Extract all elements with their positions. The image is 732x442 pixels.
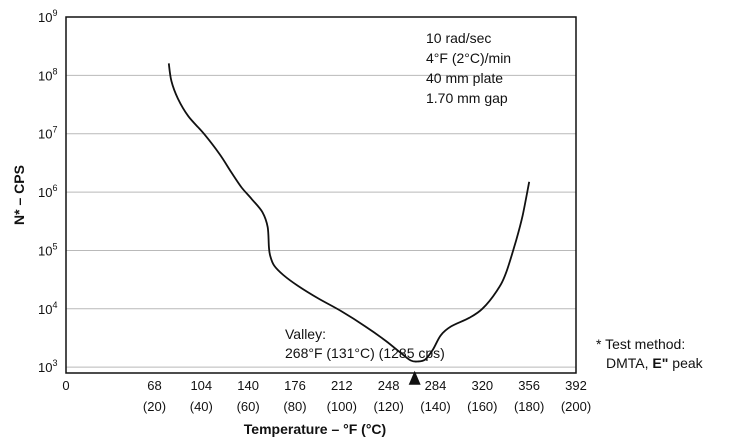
x-tick-f-356: 356: [518, 378, 540, 393]
x-tick-f-0: 0: [62, 378, 69, 393]
x-tick-c-284: (140): [420, 399, 450, 414]
x-axis-title: Temperature – °F (°C): [244, 421, 386, 437]
y-tick-1e6: 106: [38, 183, 57, 200]
x-tick-c-104: (40): [190, 399, 213, 414]
footnote-method: DMTA,: [606, 355, 652, 371]
x-tick-f-212: 212: [331, 378, 353, 393]
condition-plate: 40 mm plate: [426, 70, 503, 86]
y-tick-labels: 103 104 105 106 107 108 109: [38, 8, 57, 375]
x-tick-c-248: (120): [373, 399, 403, 414]
x-tick-c-176: (80): [283, 399, 306, 414]
footnote-e-double-prime: E": [652, 355, 668, 371]
y-axis-title: N* – CPS: [11, 165, 27, 225]
x-tick-f-140: 140: [237, 378, 259, 393]
condition-rate: 10 rad/sec: [426, 30, 491, 46]
x-tick-c-392: (200): [561, 399, 591, 414]
x-tick-f-68: 68: [147, 378, 161, 393]
x-tick-c-140: (60): [237, 399, 260, 414]
y-tick-1e7: 107: [38, 125, 57, 142]
plot-frame: [65, 16, 577, 374]
x-tick-c-356: (180): [514, 399, 544, 414]
y-tick-1e3: 103: [38, 358, 57, 375]
x-tick-c-320: (160): [467, 399, 497, 414]
x-tick-f-392: 392: [565, 378, 587, 393]
footnote-line1: * Test method:: [596, 336, 685, 352]
x-tick-f-176: 176: [284, 378, 306, 393]
condition-ramp: 4°F (2°C)/min: [426, 50, 511, 66]
x-tick-f-284: 284: [425, 378, 447, 393]
x-tick-c-212: (100): [327, 399, 357, 414]
x-tick-f-320: 320: [471, 378, 493, 393]
x-tick-c-68: (20): [143, 399, 166, 414]
y-tick-1e5: 105: [38, 241, 57, 258]
y-tick-1e8: 108: [38, 66, 57, 83]
valley-detail: 268°F (131°C) (1285 cps): [285, 345, 445, 361]
footnote-peak: peak: [668, 355, 703, 371]
viscosity-curve: [167, 63, 531, 363]
footnote-line2: DMTA, E" peak: [606, 355, 704, 371]
x-tick-f-248: 248: [378, 378, 400, 393]
valley-marker-triangle: [408, 370, 421, 385]
valley-label: Valley:: [285, 326, 326, 342]
y-tick-1e9: 109: [38, 8, 57, 25]
x-tick-labels: 0 68 (20) 104 (40) 140 (60) 176 (80) 212 (100) 248 (…: [62, 378, 591, 414]
x-tick-f-104: 104: [190, 378, 212, 393]
grid-lines: [66, 74, 576, 368]
y-tick-1e4: 104: [38, 300, 57, 317]
condition-gap: 1.70 mm gap: [426, 90, 508, 106]
